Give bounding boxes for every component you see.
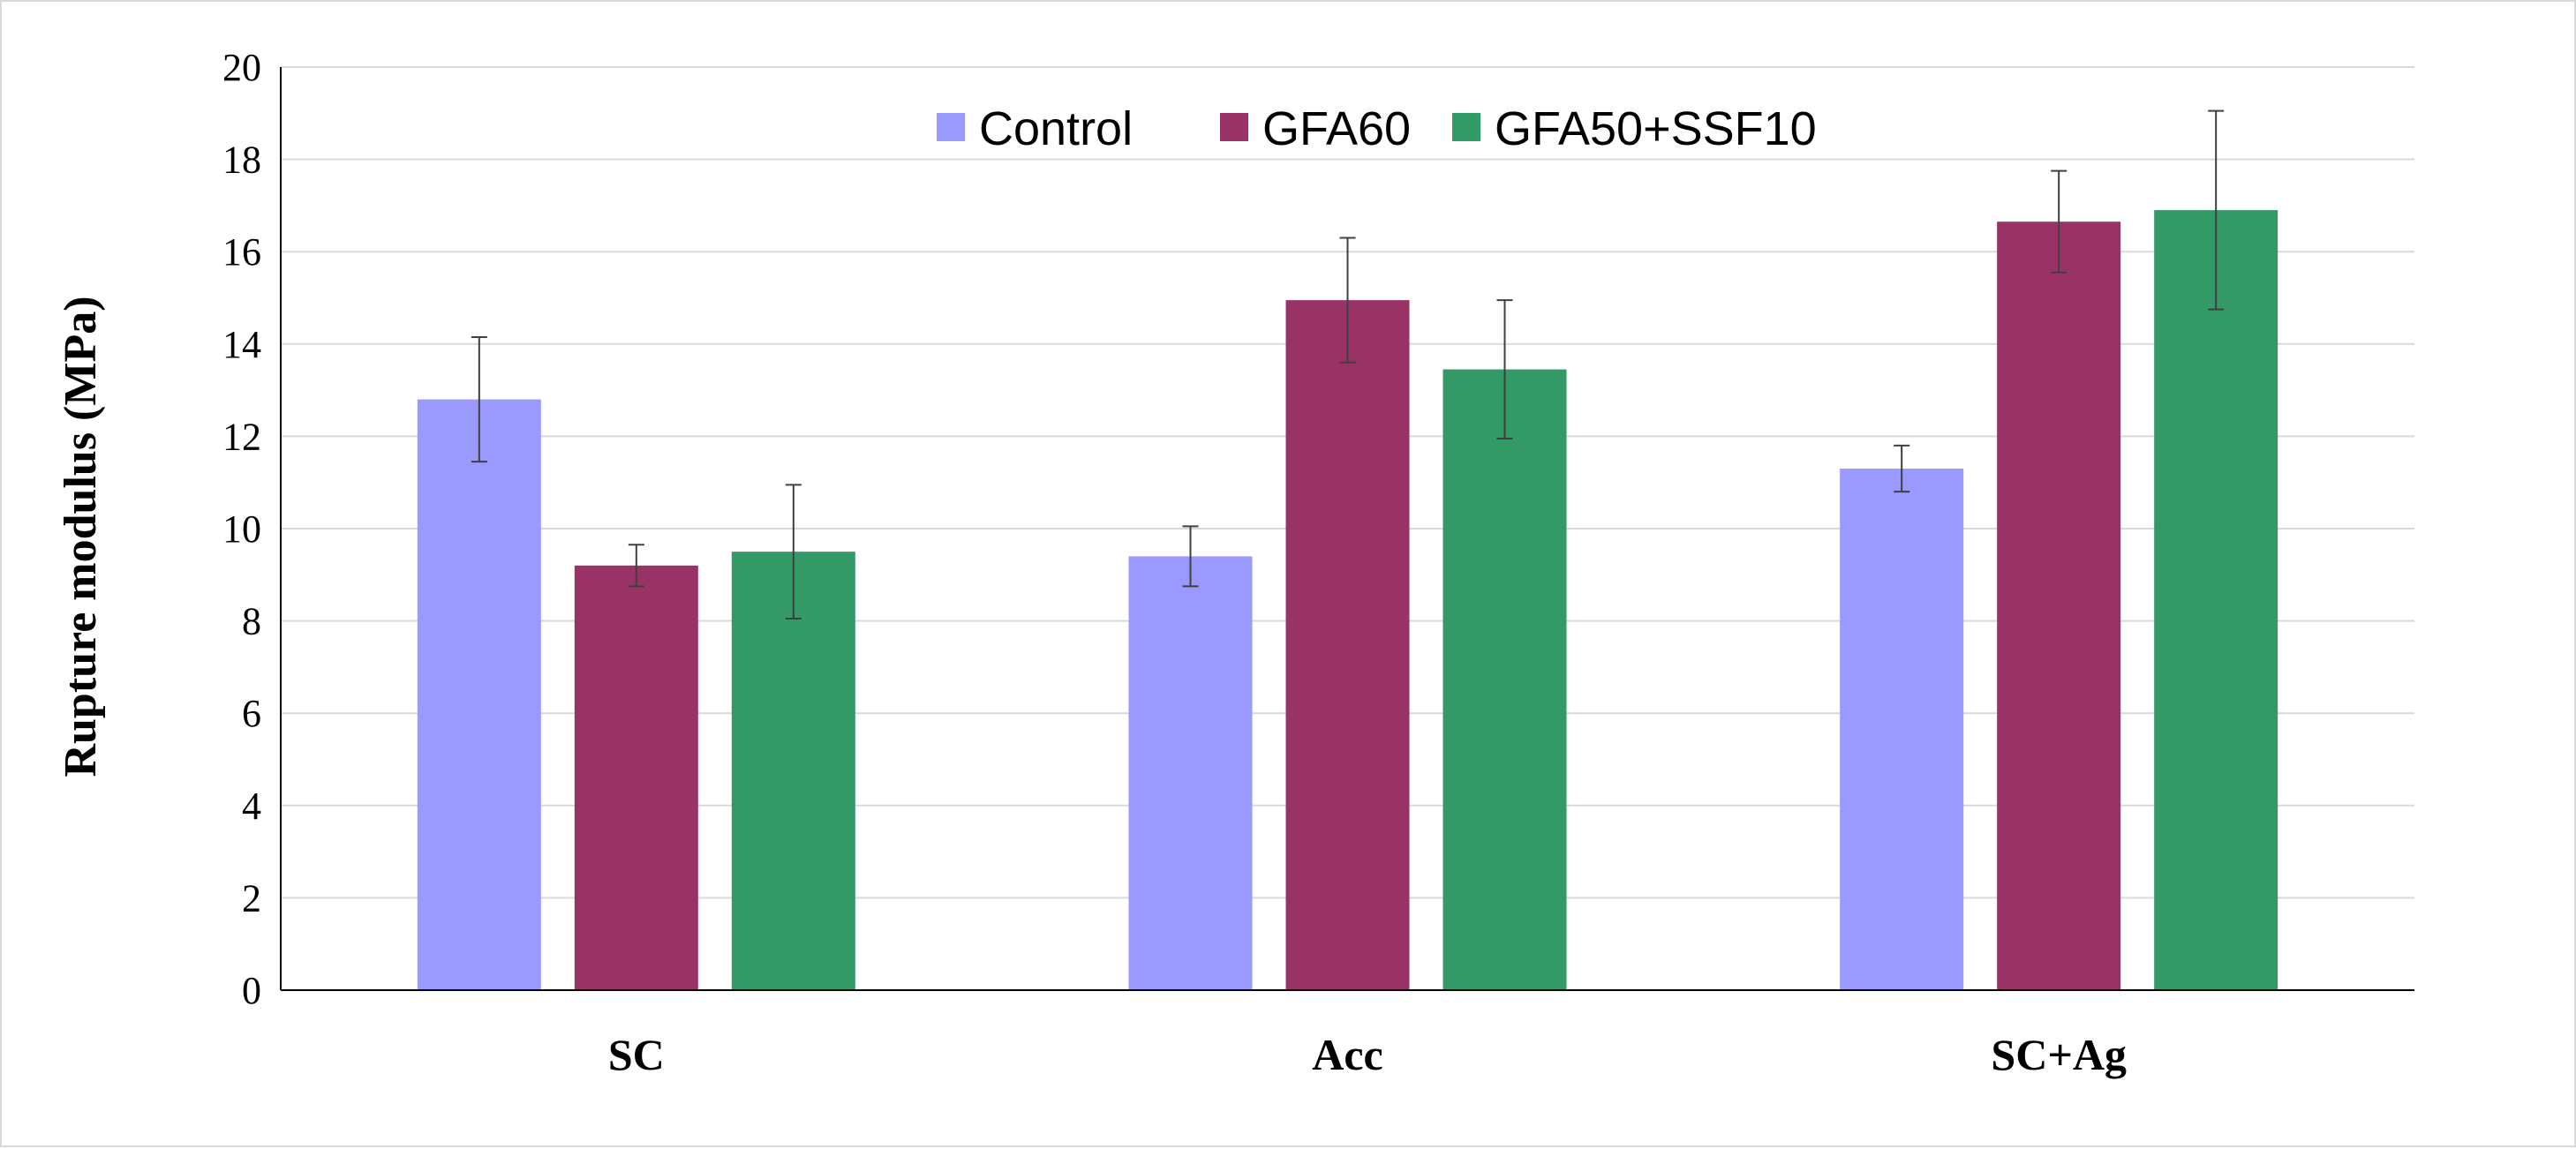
bar (1997, 222, 2121, 990)
legend-swatch (1220, 113, 1248, 141)
bar (574, 565, 698, 990)
bar (2154, 210, 2278, 990)
bar (417, 399, 541, 990)
x-tick-label: SC+Ag (1991, 1030, 2127, 1079)
y-tick-label: 14 (222, 323, 261, 366)
legend-swatch (1452, 113, 1480, 141)
legend: Control GFA60 GFA50+SSF10 (937, 102, 1817, 155)
legend-label: Control (979, 102, 1133, 155)
y-tick-label: 10 (222, 507, 261, 551)
y-tick-label: 12 (222, 415, 261, 458)
y-tick-label: 4 (242, 785, 261, 828)
y-tick-label: 20 (222, 46, 261, 89)
x-tick-label: Acc (1312, 1030, 1383, 1079)
error-bars (471, 109, 2225, 620)
y-tick-label: 0 (242, 969, 261, 1012)
y-axis-title: Rupture modulus (MPa) (56, 296, 106, 777)
bar (1840, 469, 1964, 990)
y-tick-label: 2 (242, 876, 261, 920)
y-tick-label: 16 (222, 230, 261, 274)
bars (417, 210, 2278, 990)
legend-label: GFA50+SSF10 (1495, 102, 1817, 155)
legend-swatch (937, 113, 965, 141)
tick-labels: 0 2 4 6 8 10 12 14 16 18 20 SC Acc SC+Ag (222, 46, 2127, 1079)
legend-label: GFA60 (1262, 102, 1411, 155)
axes (280, 67, 2414, 991)
bar (1128, 556, 1253, 990)
y-tick-label: 6 (242, 692, 261, 735)
y-tick-label: 8 (242, 600, 261, 643)
bar (1285, 300, 1410, 990)
y-tick-label: 18 (222, 139, 261, 182)
bar (1442, 369, 1567, 990)
x-tick-label: SC (608, 1030, 665, 1079)
bar (731, 552, 855, 990)
